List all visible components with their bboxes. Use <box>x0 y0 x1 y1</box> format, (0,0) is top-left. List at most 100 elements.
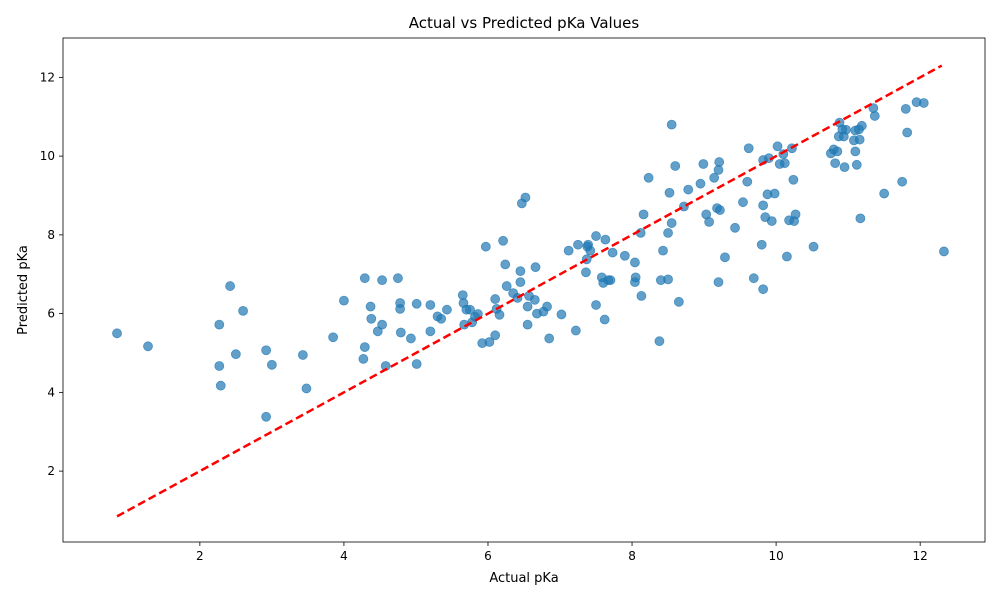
data-point <box>636 291 647 301</box>
data-point <box>395 327 406 338</box>
data-point <box>830 158 841 169</box>
data-point <box>490 330 501 341</box>
data-point <box>542 301 552 312</box>
data-point <box>856 120 867 131</box>
data-point <box>442 304 452 315</box>
data-point <box>704 216 715 227</box>
data-point <box>756 239 767 250</box>
data-point <box>238 305 248 316</box>
data-point <box>490 294 501 304</box>
data-point <box>261 411 272 422</box>
data-point <box>698 159 709 169</box>
x-tick-label: 8 <box>628 549 636 563</box>
data-point <box>143 341 153 352</box>
data-point <box>522 301 533 312</box>
data-point <box>544 333 555 344</box>
data-point <box>879 188 890 199</box>
data-point <box>498 235 509 246</box>
data-point <box>713 277 724 288</box>
data-point <box>839 162 850 173</box>
data-point <box>358 354 369 364</box>
data-point <box>902 127 913 138</box>
data-point <box>666 119 677 130</box>
y-axis: 2 4 6 8 10 12 <box>40 70 63 478</box>
y-tick-label: 6 <box>47 307 55 321</box>
data-point <box>406 333 416 344</box>
data-point <box>112 328 122 339</box>
data-point <box>214 361 225 371</box>
data-point <box>630 272 641 283</box>
data-point <box>658 245 668 256</box>
y-tick-label: 4 <box>47 385 55 399</box>
data-point <box>664 187 675 198</box>
x-tick-label: 4 <box>340 549 348 563</box>
data-point <box>529 294 540 305</box>
data-point <box>297 350 308 360</box>
data-point <box>679 201 689 212</box>
data-point <box>714 157 725 167</box>
data-point <box>758 284 769 295</box>
data-point <box>605 275 616 286</box>
y-tick-label: 8 <box>47 228 55 242</box>
data-point <box>738 197 748 208</box>
data-point <box>673 296 684 307</box>
data-point <box>366 313 377 324</box>
data-point <box>663 228 673 238</box>
data-point <box>630 257 640 268</box>
data-point <box>619 250 630 261</box>
data-point <box>638 209 649 220</box>
data-point <box>556 309 567 320</box>
data-point <box>769 188 780 199</box>
plot-area <box>62 37 986 543</box>
x-axis-label: Actual pKa <box>489 571 558 586</box>
data-point <box>484 337 495 347</box>
y-axis-label: Predicted pKa <box>16 245 31 335</box>
data-point <box>266 359 277 370</box>
data-point <box>515 277 526 288</box>
data-point <box>215 380 226 391</box>
data-point <box>214 319 225 330</box>
data-point <box>411 359 422 369</box>
data-point <box>683 184 694 195</box>
perfect-prediction-line <box>116 64 943 518</box>
data-point <box>425 326 436 337</box>
y-tick-label: 12 <box>40 70 55 84</box>
data-point <box>377 275 387 286</box>
data-point <box>670 161 681 171</box>
data-point <box>918 98 929 108</box>
data-point <box>748 273 759 284</box>
data-point <box>720 252 730 263</box>
x-tick-label: 12 <box>913 549 928 563</box>
data-point <box>585 245 596 256</box>
data-point <box>654 336 665 347</box>
data-point <box>520 192 531 203</box>
data-point <box>850 146 861 157</box>
data-point <box>854 134 865 145</box>
data-point <box>411 298 422 309</box>
data-point <box>607 247 618 258</box>
data-point <box>782 251 792 262</box>
data-point <box>772 141 783 152</box>
data-point <box>261 345 272 356</box>
data-point <box>522 319 533 330</box>
data-point <box>663 274 673 285</box>
data-point <box>600 234 611 245</box>
data-point <box>591 231 601 241</box>
data-point <box>766 216 777 226</box>
data-point <box>869 111 880 121</box>
data-point <box>709 172 720 183</box>
data-point <box>425 300 436 310</box>
data-point <box>393 273 403 284</box>
data-point <box>500 259 511 270</box>
data-point <box>573 239 583 250</box>
data-point <box>715 205 725 215</box>
data-point <box>339 295 349 306</box>
data-point <box>788 174 799 185</box>
data-point <box>900 103 911 114</box>
data-point <box>395 303 406 314</box>
data-point <box>230 349 241 360</box>
data-point <box>301 383 312 394</box>
data-point <box>581 267 591 278</box>
data-point <box>365 301 376 312</box>
